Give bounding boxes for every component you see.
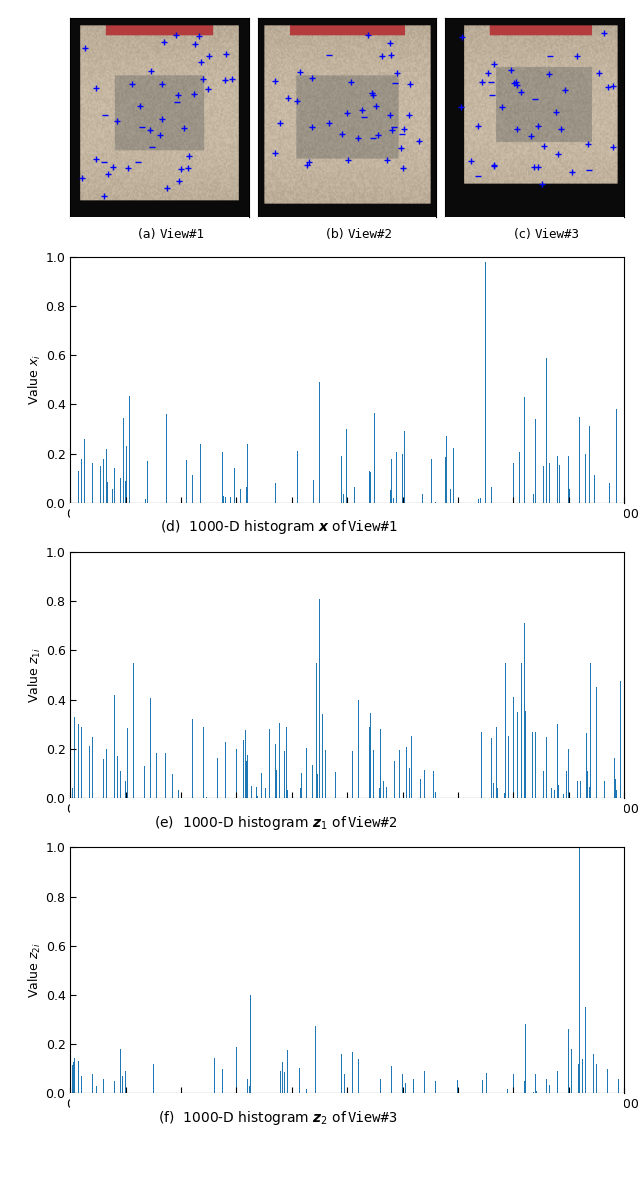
Text: View#1: View#1 — [348, 521, 397, 535]
Text: (b): (b) — [326, 229, 347, 241]
Text: View#3: View#3 — [348, 1111, 397, 1125]
Text: (c): (c) — [514, 229, 534, 241]
Text: (f)  1000-D histogram $\boldsymbol{z}_2$ of: (f) 1000-D histogram $\boldsymbol{z}_2$ … — [157, 1108, 348, 1127]
Text: (d)  1000-D histogram $\boldsymbol{x}$ of: (d) 1000-D histogram $\boldsymbol{x}$ of — [159, 518, 348, 536]
Text: (a): (a) — [138, 229, 160, 241]
Text: View#2: View#2 — [347, 229, 392, 241]
Text: View#2: View#2 — [348, 815, 397, 829]
X-axis label: Index $i$: Index $i$ — [323, 819, 371, 834]
Y-axis label: Value $z_{2i}$: Value $z_{2i}$ — [27, 942, 43, 998]
Text: (e)  1000-D histogram $\boldsymbol{z}_1$ of: (e) 1000-D histogram $\boldsymbol{z}_1$ … — [154, 814, 348, 832]
X-axis label: Index $i$: Index $i$ — [323, 523, 371, 538]
Y-axis label: Value $x_i$: Value $x_i$ — [27, 355, 43, 405]
Text: View#3: View#3 — [534, 229, 580, 241]
X-axis label: Index $i$: Index $i$ — [323, 1114, 371, 1129]
Y-axis label: Value $z_{1i}$: Value $z_{1i}$ — [27, 647, 43, 703]
Text: View#1: View#1 — [160, 229, 205, 241]
